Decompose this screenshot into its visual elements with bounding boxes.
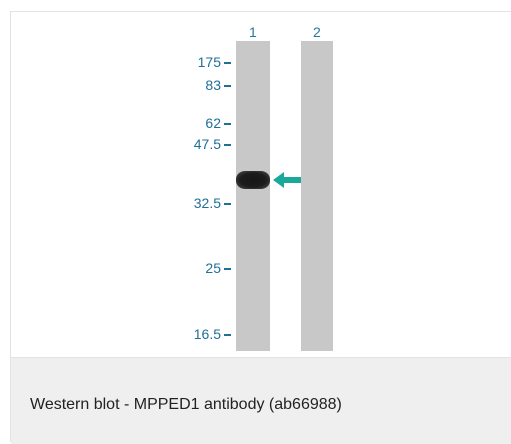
marker-32-5: 32.5 <box>181 195 231 211</box>
caption-bar: Western blot - MPPED1 antibody (ab66988) <box>11 357 511 444</box>
marker-16-5: 16.5 <box>181 326 231 342</box>
lane-2 <box>301 41 333 351</box>
lane-label-2: 2 <box>313 24 321 40</box>
figure-card: 1 2 175 83 62 47.5 32.5 25 16.5 Western … <box>10 11 511 444</box>
band-arrow-icon <box>273 172 301 188</box>
lane-label-1: 1 <box>249 24 257 40</box>
marker-175: 175 <box>181 54 231 70</box>
marker-83: 83 <box>181 77 231 93</box>
marker-47-5: 47.5 <box>181 136 231 152</box>
marker-25: 25 <box>181 260 231 276</box>
protein-band <box>236 171 270 189</box>
western-blot-image: 1 2 175 83 62 47.5 32.5 25 16.5 <box>11 12 511 357</box>
marker-62: 62 <box>181 115 231 131</box>
lane-1 <box>236 41 270 351</box>
figure-caption: Western blot - MPPED1 antibody (ab66988) <box>30 396 342 413</box>
